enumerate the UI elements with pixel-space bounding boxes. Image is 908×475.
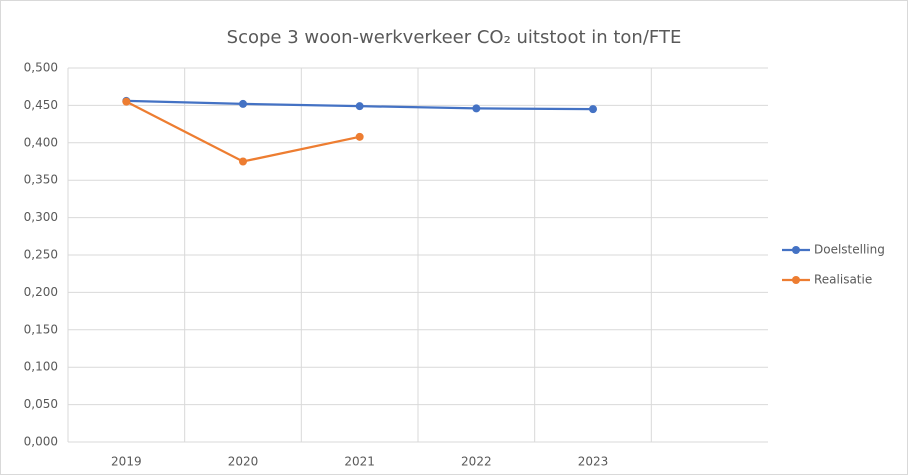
y-tick-label: 0,150	[24, 322, 58, 336]
data-point	[589, 105, 597, 114]
legend-marker	[792, 246, 800, 254]
y-tick-label: 0,300	[24, 210, 58, 224]
y-tick-label: 0,500	[24, 61, 58, 75]
y-tick-label: 0,250	[24, 248, 58, 262]
x-tick-label: 2022	[461, 455, 492, 469]
y-tick-label: 0,450	[24, 98, 58, 112]
x-tick-label: 2019	[111, 455, 142, 469]
data-point	[472, 104, 481, 113]
y-tick-label: 0,100	[24, 360, 58, 374]
y-tick-label: 0,200	[24, 285, 58, 299]
legend-label: Doelstelling	[814, 243, 885, 257]
y-tick-label: 0,000	[24, 435, 58, 449]
legend-label: Realisatie	[814, 273, 872, 287]
y-tick-label: 0,400	[24, 135, 58, 149]
data-point	[355, 132, 364, 141]
data-point	[239, 99, 247, 108]
data-point	[239, 157, 247, 166]
chart-title: Scope 3 woon-werkverkeer CO₂ uitstoot in…	[227, 27, 682, 48]
y-tick-label: 0,350	[24, 173, 58, 187]
legend-marker	[792, 276, 800, 284]
data-point	[122, 97, 131, 106]
x-tick-label: 2023	[578, 455, 609, 469]
data-point	[355, 102, 364, 111]
x-tick-label: 2020	[228, 455, 259, 469]
x-tick-label: 2021	[344, 455, 375, 469]
y-tick-label: 0,050	[24, 397, 58, 411]
